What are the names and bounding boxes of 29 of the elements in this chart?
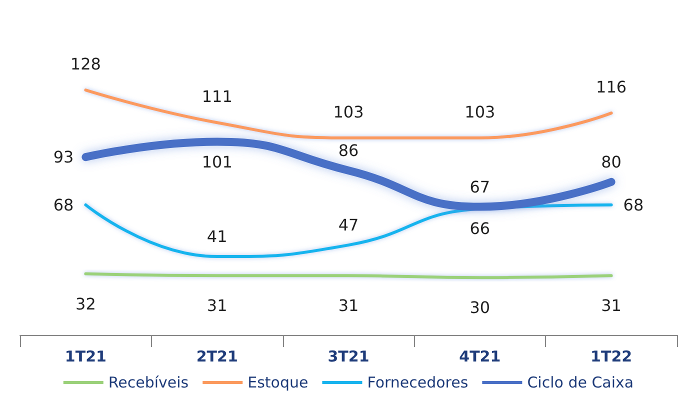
- data-label: 116: [596, 78, 627, 97]
- data-label: 32: [76, 294, 96, 314]
- data-label: 30: [470, 298, 490, 318]
- data-label: 41: [206, 227, 228, 246]
- x-tick-label: 1T21: [64, 348, 106, 366]
- legend-label: Fornecedores: [367, 374, 468, 392]
- data-label: 31: [206, 296, 228, 316]
- data-label: 80: [601, 152, 622, 172]
- data-label: 68: [623, 195, 644, 214]
- legend-label: Ciclo de Caixa: [527, 374, 634, 392]
- data-label: 93: [53, 148, 74, 167]
- data-label: 67: [470, 177, 490, 196]
- x-tick-label: 2T21: [196, 348, 238, 366]
- x-tick-label: 1T22: [590, 348, 632, 366]
- data-label: 111: [202, 87, 232, 106]
- data-label: 31: [338, 296, 359, 316]
- data-label: 101: [202, 152, 232, 172]
- data-label: 103: [464, 102, 496, 122]
- data-label: 31: [601, 296, 622, 316]
- legend-label: Estoque: [248, 374, 308, 392]
- legend-label: Recebíveis: [108, 374, 189, 392]
- data-label: 66: [470, 219, 490, 238]
- x-tick-label: 3T21: [328, 348, 370, 366]
- data-label: 128: [70, 54, 101, 74]
- data-label: 86: [338, 140, 359, 160]
- data-label: 68: [53, 195, 74, 214]
- data-label: 47: [338, 216, 359, 235]
- data-label: 103: [333, 102, 364, 122]
- x-tick-label: 4T21: [459, 348, 501, 366]
